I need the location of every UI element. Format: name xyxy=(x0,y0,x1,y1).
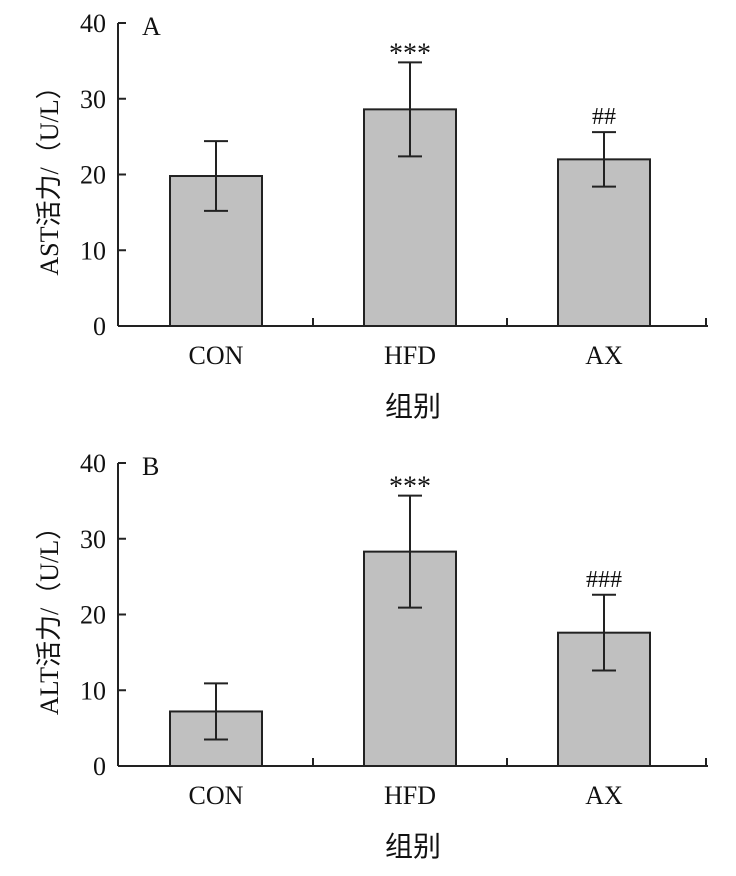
y-tick-label: 0 xyxy=(93,752,106,781)
y-axis-title: ALT活力/（U/L） xyxy=(35,514,64,715)
x-tick-label-hfd: HFD xyxy=(384,341,436,370)
panel-label: A xyxy=(142,12,161,41)
y-tick-label: 30 xyxy=(80,85,106,114)
y-tick-label: 30 xyxy=(80,525,106,554)
x-tick-label-con: CON xyxy=(189,341,244,370)
chart-panel-a: 0 10 20 30 40 CON *** HFD ## AX A 组别 AST活力/（U/L） xyxy=(35,9,708,423)
bar-ax xyxy=(557,158,651,327)
y-tick-label: 20 xyxy=(80,161,106,190)
chart-panel-b: 0 10 20 30 40 CON *** HFD ### AX B 组别 ALT活力/（U/L） xyxy=(35,449,708,863)
x-axis-title: 组别 xyxy=(385,391,441,423)
y-tick-label: 10 xyxy=(80,236,106,265)
y-tick-label: 10 xyxy=(80,676,106,705)
panel-label: B xyxy=(142,452,159,481)
y-axis-title: AST活力/（U/L） xyxy=(35,73,64,275)
significance-label-hfd: *** xyxy=(389,38,431,69)
x-tick-label-ax: AX xyxy=(585,341,623,370)
y-tick-label: 20 xyxy=(80,601,106,630)
significance-label-hfd: *** xyxy=(389,472,431,503)
significance-label-ax: ## xyxy=(592,104,616,130)
x-axis-title: 组别 xyxy=(385,831,441,863)
y-tick-label: 0 xyxy=(93,312,106,341)
y-tick-label: 40 xyxy=(80,9,106,38)
x-tick-label-ax: AX xyxy=(585,781,623,810)
bar-ax xyxy=(557,631,651,767)
significance-label-ax: ### xyxy=(586,567,622,593)
x-tick-label-con: CON xyxy=(189,781,244,810)
y-tick-label: 40 xyxy=(80,449,106,478)
x-tick-label-hfd: HFD xyxy=(384,781,436,810)
bar-hfd xyxy=(363,108,457,328)
